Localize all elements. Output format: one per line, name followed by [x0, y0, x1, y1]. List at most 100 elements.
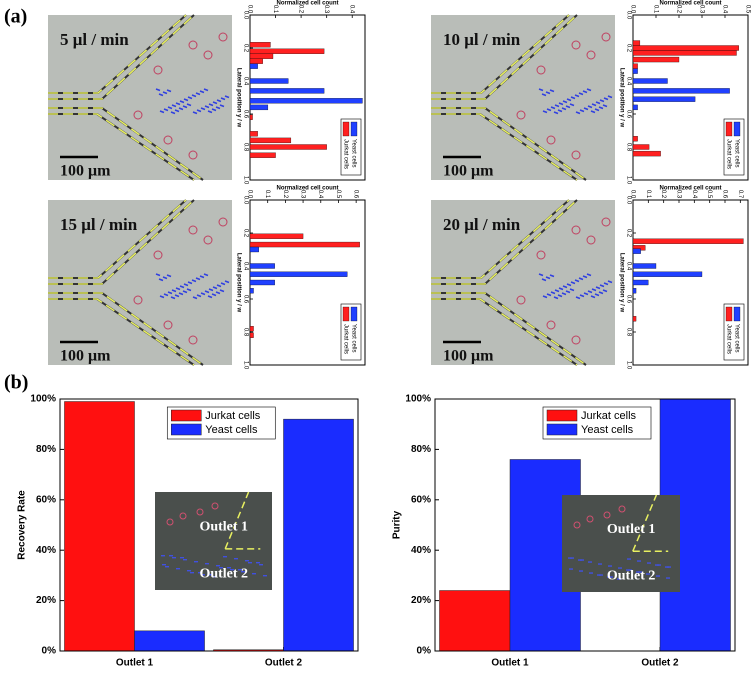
yeast-cell — [167, 106, 173, 110]
channel-wall — [48, 199, 187, 279]
x-tick-label: 0.6 — [721, 190, 727, 199]
yeast-cell — [199, 90, 205, 94]
legend-swatch — [725, 121, 733, 137]
jurkat-cell — [516, 110, 526, 120]
yeast-cell — [603, 97, 609, 101]
yeast-cell — [557, 294, 563, 298]
legend-label: Yeast cells — [733, 324, 739, 352]
yeast-cell — [220, 97, 226, 101]
yeast-cell — [167, 291, 173, 295]
scale-bar-label: 100 μm — [443, 348, 494, 365]
bar — [632, 56, 680, 63]
yeast-cell — [174, 294, 180, 298]
yeast-cell — [558, 102, 564, 106]
plot-frame — [59, 398, 359, 652]
bar — [249, 104, 269, 111]
yeast-cell — [207, 295, 213, 299]
y-tick-label: 0.8 — [625, 328, 631, 337]
channel-wall — [431, 113, 578, 181]
y-tick-label: 0.6 — [625, 295, 631, 304]
bar — [249, 279, 275, 286]
yeast-cell — [575, 296, 581, 300]
yeast-cell — [578, 277, 584, 281]
yeast-cell — [575, 111, 581, 115]
jurkat-cell — [196, 508, 204, 516]
yeast-cell — [204, 105, 210, 109]
yeast-cell — [186, 103, 192, 107]
legend-swatch — [342, 121, 350, 137]
yeast-cell — [550, 291, 556, 295]
plot-frame — [434, 398, 736, 652]
jurkat-cell — [188, 40, 198, 50]
legend-label: Jurkat cells — [342, 324, 348, 354]
yeast-cell — [216, 99, 222, 103]
jurkat-cell — [546, 320, 556, 330]
x-tick-label: 0.3 — [323, 5, 329, 14]
yeast-cell — [553, 296, 559, 300]
yeast-cell — [549, 274, 555, 278]
y-axis-label: Lateral position y / w — [235, 68, 241, 128]
yeast-cell — [558, 287, 564, 291]
yeast-cell — [594, 293, 600, 297]
x-tick-label: 0.2 — [298, 5, 304, 14]
bar — [249, 288, 254, 294]
x-tick-label: 0.1 — [272, 5, 278, 14]
jurkat-cell — [133, 295, 143, 305]
bar — [632, 263, 657, 269]
legend-swatch — [350, 121, 358, 137]
bar — [249, 246, 259, 253]
x-tick-label: 0.5 — [335, 190, 341, 199]
bar — [249, 58, 263, 64]
legend-label: Jurkat cells — [581, 410, 637, 422]
yeast-cell — [546, 108, 552, 112]
legend-swatch — [350, 306, 358, 322]
micrograph: 20 μl / min 100 μm — [431, 199, 615, 366]
yeast-cell — [603, 282, 609, 286]
yeast-cell — [163, 293, 169, 297]
yeast-cell — [586, 273, 592, 277]
yeast-cell — [599, 284, 605, 288]
yeast-cell — [587, 290, 593, 294]
yeast-cell — [212, 286, 218, 290]
jurkat-cell — [163, 135, 173, 145]
channel-wall — [431, 199, 578, 285]
x-tick-label: 0.3 — [675, 190, 681, 199]
bar — [249, 233, 304, 239]
yeast-cell — [219, 104, 225, 108]
y-tick-label: 0.0 — [242, 196, 248, 205]
panel-label: (a) — [4, 6, 27, 28]
condition-label: 5 μl / min — [60, 30, 129, 49]
bar — [632, 68, 638, 74]
yeast-cell — [159, 295, 165, 299]
yeast-cell — [183, 283, 189, 287]
inset-label: Outlet 2 — [199, 567, 248, 582]
jurkat-cell — [618, 505, 626, 513]
jurkat-cell — [179, 512, 187, 520]
yeast-cell — [538, 88, 544, 92]
jurkat-cell — [601, 32, 611, 42]
x-tick-label: Outlet 2 — [641, 658, 679, 669]
legend-swatch — [733, 121, 741, 137]
bar — [249, 271, 348, 277]
bar — [249, 88, 325, 94]
y-tick-label: 0% — [417, 646, 432, 657]
channel-wall — [431, 107, 587, 181]
scale-bar-label: 100 μm — [60, 348, 111, 365]
y-tick-label: 100% — [30, 394, 56, 405]
yeast-cell — [549, 89, 555, 93]
yeast-cell — [587, 105, 593, 109]
jurkat-cell — [536, 250, 546, 260]
yeast-cell — [195, 277, 201, 281]
yeast-cell — [561, 107, 567, 111]
yeast-cell — [199, 275, 205, 279]
y-tick-label: 0.4 — [625, 77, 631, 86]
y-axis-label: Purity — [392, 510, 403, 539]
x-tick-label: 0.2 — [660, 190, 666, 199]
legend-label: Jurkat cells — [205, 410, 261, 422]
micrograph: 5 μl / min 100 μm — [48, 14, 232, 181]
yeast-cell — [158, 93, 164, 97]
y-tick-label: 0.0 — [242, 11, 248, 20]
yeast-cell — [159, 110, 165, 114]
x-axis-label: Normalized cell count — [276, 1, 338, 7]
yeast-cell — [178, 107, 184, 111]
